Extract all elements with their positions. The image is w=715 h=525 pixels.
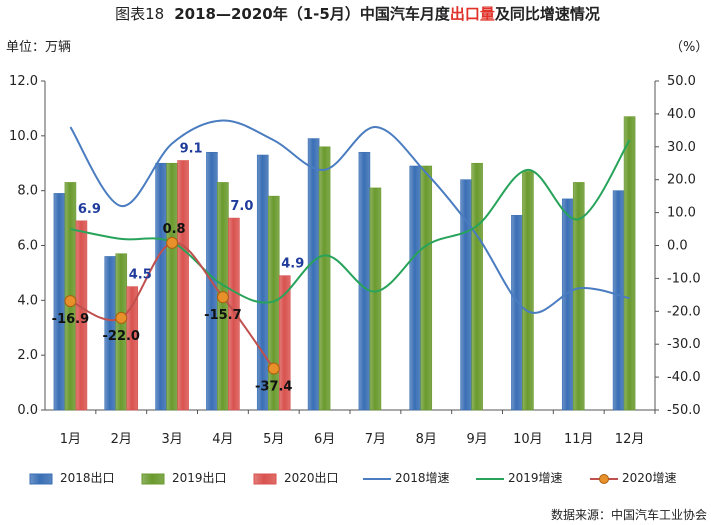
title-highlight: 出口量 [449,5,495,23]
x-tick-label: 3月 [161,432,182,447]
x-tick-label: 9月 [466,432,487,447]
right-tick-label: 10.0 [667,206,696,221]
x-tick-label: 6月 [314,432,335,447]
bar-2018出口 [561,198,574,411]
bar-2020出口 [278,275,291,411]
bar-2019出口 [318,146,331,411]
export-2020-label: 6.9 [78,202,101,217]
marker-2020增速 [166,236,179,249]
growth-2020-label: 0.8 [163,222,186,237]
x-tick-label: 11月 [564,432,594,447]
bar-2019出口 [623,116,636,411]
bar-2019出口 [369,187,382,411]
left-tick-label: 10.0 [9,129,38,144]
bar-2019出口 [166,162,178,411]
source-note: 数据来源：中国汽车工业协会 [550,508,707,522]
legend-label: 2020出口 [284,471,339,485]
legend-swatch [590,473,618,484]
export-2020-label: 4.5 [129,268,152,283]
bar-2018出口 [409,165,422,411]
legend-swatch [141,473,165,484]
right-tick-label: -10.0 [667,271,701,286]
x-tick-label: 4月 [212,432,233,447]
right-tick-label: 50.0 [667,74,696,89]
bar-2020出口 [177,160,189,411]
line-2019增速 [70,139,631,304]
bar-2020出口 [228,217,240,411]
x-tick-label: 1月 [60,432,81,447]
bar-2018出口 [155,162,167,411]
growth-2020-label: -16.9 [52,312,89,327]
right-tick-label: -30.0 [667,337,701,352]
right-tick-label: 40.0 [667,107,696,122]
growth-2020-label: -15.7 [204,308,241,323]
line-2018增速 [69,119,630,314]
x-tick-label: 12月 [615,432,645,447]
marker-2020增速 [267,362,280,375]
legend-swatch [253,473,277,484]
x-tick-label: 5月 [263,432,284,447]
legend-label: 2018出口 [60,471,115,485]
bar-2019出口 [572,182,585,411]
right-tick-label: 20.0 [667,173,696,188]
right-tick-label: -20.0 [667,304,701,319]
legend-item: 2018出口 [28,469,115,486]
bar-2019出口 [471,162,483,411]
left-tick-label: 8.0 [17,184,38,199]
legend-item: 2019增速 [476,469,563,486]
left-axis-unit: 单位：万辆 [6,40,72,55]
legend-swatch [29,473,53,484]
x-tick-label: 10月 [513,432,543,447]
title-part-2: 及同比增速情况 [494,5,600,23]
bar-2019出口 [522,171,534,411]
right-tick-label: -50.0 [667,403,701,418]
export-2020-label: 9.1 [180,142,203,157]
bar-2018出口 [256,154,269,411]
left-tick-label: 6.0 [17,239,38,254]
x-tick-label: 2月 [111,432,132,447]
right-tick-label: -40.0 [667,370,701,385]
right-axis-unit: （%） [670,40,709,55]
bar-2018出口 [460,179,472,411]
legend-swatch [363,477,391,480]
marker-2020增速 [115,311,128,324]
left-tick-label: 0.0 [17,403,38,418]
figure-label: 图表18 [115,5,165,23]
legend-item: 2018增速 [363,469,450,486]
legend-item: 2020增速 [590,469,677,486]
legend-swatch [476,477,504,480]
bar-2018出口 [307,138,320,411]
right-tick-label: 30.0 [667,140,696,155]
legend-item: 2020出口 [252,469,339,486]
right-tick-label: 0.0 [667,239,688,254]
export-2020-label: 4.9 [281,257,304,272]
bar-2018出口 [612,190,625,411]
bar-2018出口 [511,215,523,411]
x-tick-label: 8月 [416,432,437,447]
growth-2020-label: -37.4 [255,380,292,395]
x-tick-label: 7月 [365,432,386,447]
bar-2019出口 [420,165,433,411]
marker-2020增速 [216,291,229,304]
chart-title: 图表18 2018—2020年（1-5月）中国汽车月度出口量及同比增速情况 [0,3,715,24]
bar-2018出口 [358,151,371,411]
bar-2020出口 [126,286,139,411]
left-tick-label: 12.0 [9,74,38,89]
title-part-1: 2018—2020年（1-5月）中国汽车月度 [174,5,450,23]
growth-2020-label: -22.0 [103,329,140,344]
legend-label: 2018增速 [395,471,450,485]
legend-label: 2019增速 [508,471,563,485]
legend-label: 2020增速 [622,471,677,485]
left-tick-label: 4.0 [17,293,38,308]
export-2020-label: 7.0 [230,199,253,214]
bar-2018出口 [53,193,66,411]
legend-label: 2019出口 [172,471,227,485]
legend-item: 2019出口 [140,469,227,486]
marker-2020增速 [64,295,77,308]
bar-2020出口 [75,220,88,411]
left-tick-label: 2.0 [17,348,38,363]
